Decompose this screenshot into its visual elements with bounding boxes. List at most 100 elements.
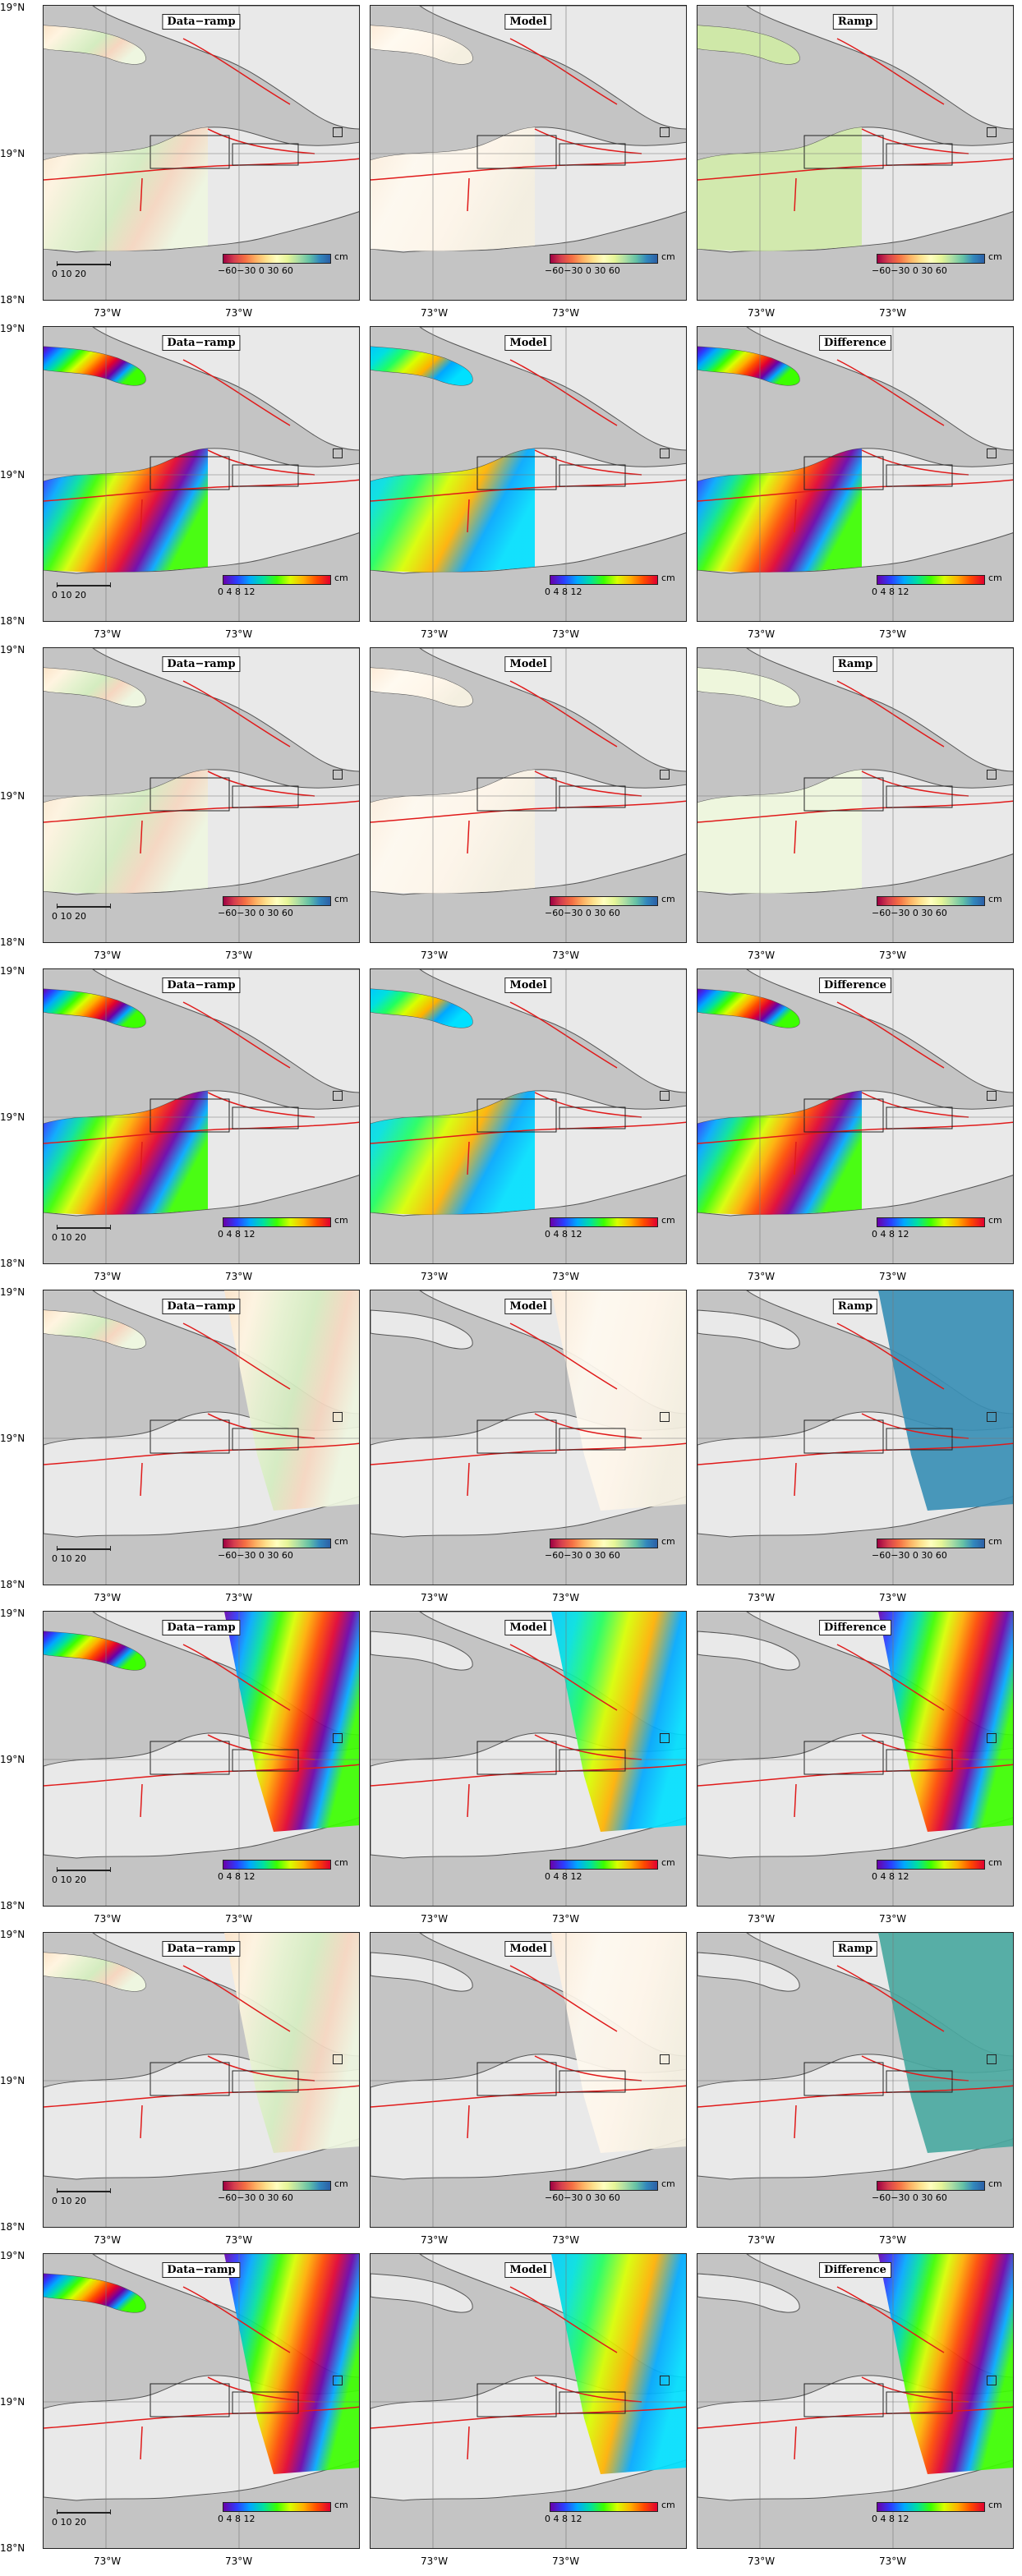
island (371, 1952, 473, 1992)
colorbar-unit: cm (988, 894, 1002, 904)
map-svg (44, 327, 359, 621)
reference-box (333, 1091, 343, 1101)
colorbar-unit: cm (661, 2178, 675, 2189)
colorbar-unit: cm (661, 1857, 675, 1868)
lon-tick-label: 73°W (748, 1592, 776, 1603)
fault-line (861, 770, 969, 797)
lon-tick-label: 73°W (225, 1592, 253, 1603)
data-overlay (224, 1933, 359, 2153)
reference-box (987, 448, 997, 458)
map-svg (44, 1290, 359, 1585)
fault-line (794, 1141, 797, 1175)
reference-box (333, 2376, 343, 2385)
fault-line (836, 38, 945, 105)
lon-tick-label: 73°W (552, 950, 580, 961)
colorbar-ticks: −60−30 0 30 60 (218, 265, 293, 276)
lon-tick-label: 73°W (552, 307, 580, 319)
fault-line (861, 2055, 969, 2082)
map-svg (697, 969, 1013, 1263)
reference-box (660, 770, 670, 780)
colorbar (550, 2181, 658, 2191)
lon-tick-label: 73°W (421, 2555, 449, 2567)
fault-outline (150, 2383, 230, 2417)
fault-outline (476, 2062, 557, 2096)
land-north (419, 6, 686, 130)
lon-tick-label: 73°W (879, 628, 907, 640)
lat-tick-label: 19°N (0, 469, 25, 481)
fault-outline (559, 1749, 626, 1772)
scale-bar-labels: 0 10 20 (52, 2196, 86, 2206)
fault-line (534, 2055, 642, 2082)
panel-label: Difference (819, 2262, 891, 2278)
panel-label: Model (504, 1941, 552, 1957)
fault-line (509, 1644, 618, 1711)
lat-tick-label: 18°N (0, 2221, 25, 2233)
map-svg (697, 2254, 1013, 2548)
reference-box (333, 127, 343, 137)
map-panel: Ramp cm −60−30 0 30 60 (697, 647, 1014, 943)
data-overlay (224, 1290, 359, 1511)
data-overlay (371, 770, 535, 894)
map-panel: Model cm −60−30 0 30 60 (370, 1290, 687, 1585)
reference-box (660, 1733, 670, 1743)
map-svg (371, 1290, 686, 1585)
lat-tick-label: 18°N (0, 1258, 25, 1269)
fault-line (140, 1462, 143, 1497)
land-north (419, 648, 686, 772)
lat-tick-label: 19°N (0, 644, 25, 656)
colorbar (877, 2181, 985, 2191)
island (371, 1309, 473, 1350)
data-overlay (697, 448, 862, 573)
fault-line (861, 1092, 969, 1118)
map-svg (697, 1612, 1013, 1906)
lon-tick-label: 73°W (94, 2555, 122, 2567)
colorbar (877, 896, 985, 906)
reference-box (660, 448, 670, 458)
panel-label: Model (504, 2262, 552, 2278)
map-panel: Model cm −60−30 0 30 60 (370, 5, 687, 301)
lon-tick-label: 73°W (748, 307, 776, 319)
island-overlay (371, 347, 473, 386)
land-north (746, 6, 1013, 130)
colorbar-unit: cm (334, 573, 348, 583)
fault-line (534, 2376, 642, 2403)
lon-tick-label: 73°W (225, 1913, 253, 1925)
map-svg (371, 6, 686, 300)
map-svg (371, 969, 686, 1263)
reference-box (987, 2054, 997, 2064)
colorbar (550, 254, 658, 264)
colorbar-ticks: −60−30 0 30 60 (872, 1550, 947, 1561)
fault-outline (803, 456, 884, 490)
fault-outline (476, 1098, 557, 1133)
fault-line (467, 820, 470, 854)
map-svg (371, 1933, 686, 2227)
fault-outline (476, 777, 557, 812)
map-svg (44, 1933, 359, 2227)
fault-line (182, 2286, 291, 2353)
colorbar-unit: cm (988, 1857, 1002, 1868)
colorbar (550, 1539, 658, 1548)
fault-line (836, 1965, 945, 2032)
fault-line (140, 2104, 143, 2139)
island-overlay (44, 1953, 146, 1992)
colorbar-ticks: 0 4 8 12 (218, 2514, 256, 2524)
reference-box (660, 2376, 670, 2385)
fault-line (182, 1001, 291, 1069)
data-overlay (697, 127, 862, 251)
fault-outline (232, 143, 299, 166)
colorbar (877, 575, 985, 585)
lon-tick-label: 73°W (421, 950, 449, 961)
fault-line (467, 1462, 470, 1497)
colorbar-unit: cm (334, 2500, 348, 2510)
panel-label: Difference (819, 335, 891, 351)
colorbar-ticks: −60−30 0 30 60 (872, 908, 947, 918)
colorbar-unit: cm (334, 894, 348, 904)
fault-line (207, 1092, 315, 1118)
colorbar-ticks: 0 4 8 12 (218, 586, 256, 597)
fault-line (467, 1141, 470, 1175)
fault-outline (150, 1741, 230, 1775)
island (371, 2273, 473, 2313)
lon-tick-label: 73°W (421, 1271, 449, 1282)
fault-outline (886, 1749, 953, 1772)
